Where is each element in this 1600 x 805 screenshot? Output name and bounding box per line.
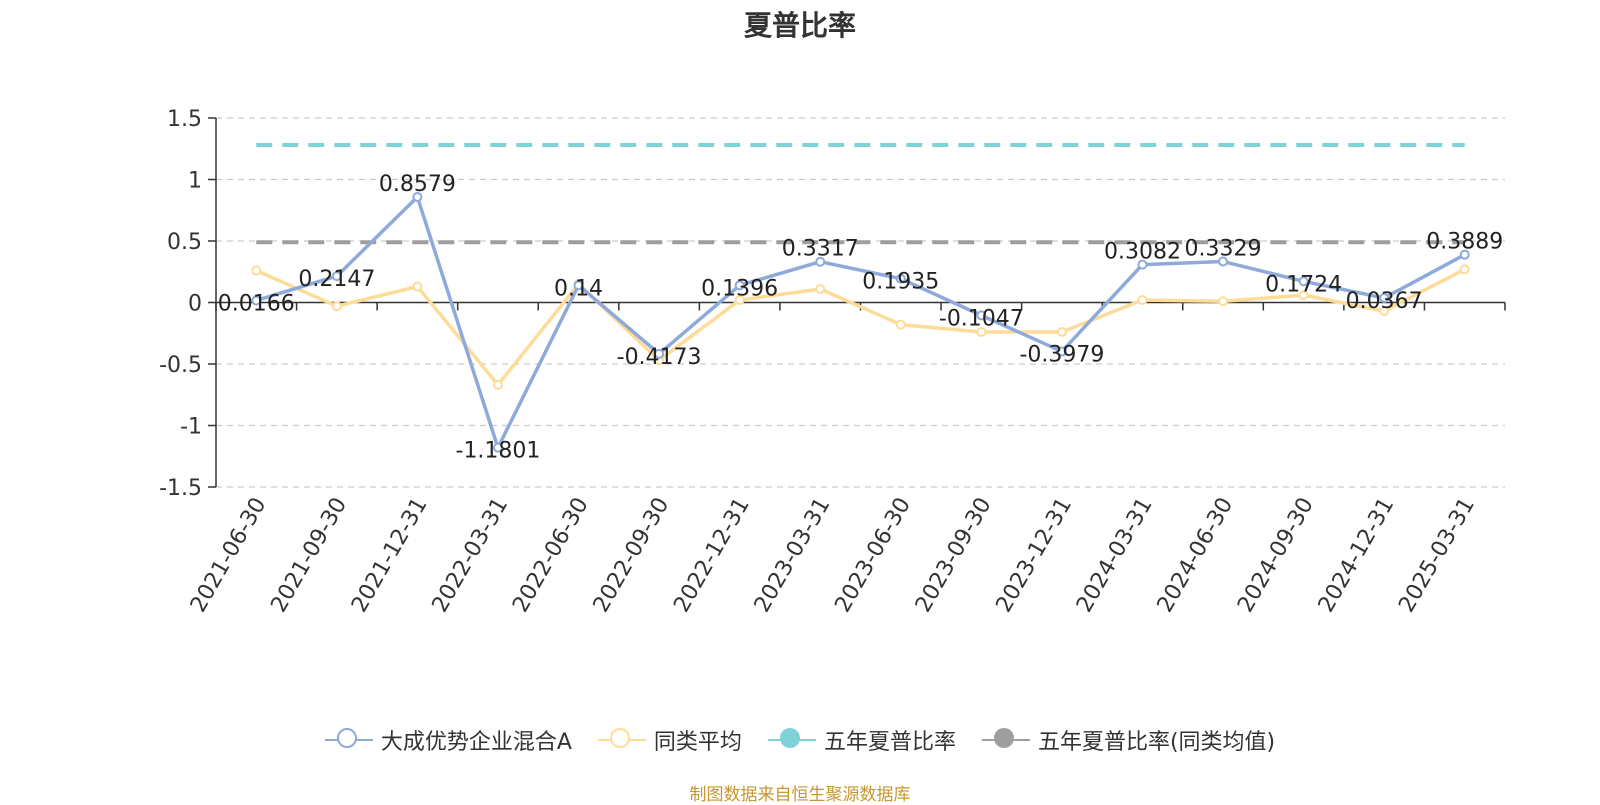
data-point (1056, 327, 1067, 338)
data-point (1459, 249, 1470, 260)
data-point (492, 379, 503, 390)
legend-label: 同类平均 (653, 730, 742, 755)
y-tick-label: -0.5 (159, 353, 202, 378)
x-tick-label: 2025-03-31 (1394, 494, 1480, 617)
data-label: 0.3889 (1426, 230, 1503, 255)
x-tick-label: 2024-09-30 (1233, 494, 1319, 617)
legend-peer-symbol-icon (597, 726, 646, 754)
data-point (1298, 276, 1309, 287)
data-label: -0.3979 (1019, 342, 1104, 367)
source-note: 制图数据来自恒生聚源数据库 (689, 785, 911, 805)
legend-item-five-year-sharpe[interactable]: 五年夏普比率 (767, 724, 956, 756)
data-point (895, 273, 906, 284)
x-tick-label: 2021-06-30 (186, 494, 272, 617)
data-point (1379, 306, 1390, 317)
y-tick-label: 0.5 (167, 230, 202, 255)
data-point (251, 295, 262, 306)
legend-label: 五年夏普比率 (823, 730, 956, 755)
data-label: 0.1396 (701, 276, 778, 301)
x-tick-label: 2024-06-30 (1153, 494, 1239, 617)
chart-title: 夏普比率 (743, 9, 856, 42)
data-label: -1.1801 (456, 439, 541, 464)
series-line (255, 267, 1466, 387)
legend-five-year-peer-symbol-icon (981, 726, 1030, 754)
data-point (654, 348, 665, 359)
legend-item-five-year-peer-sharpe[interactable]: 五年夏普比率(同类均值) (981, 724, 1276, 756)
data-point (734, 295, 745, 306)
data-point (1218, 256, 1229, 267)
data-label: 0.8579 (379, 172, 456, 197)
x-tick-label: 2023-06-30 (830, 494, 916, 617)
data-point (412, 281, 423, 292)
y-tick-label: 1 (188, 169, 202, 194)
x-tick-label: 2021-09-30 (266, 494, 352, 617)
x-tick-label: 2024-12-31 (1314, 494, 1400, 617)
data-point (1137, 295, 1148, 306)
x-tick-label: 2024-03-31 (1072, 494, 1158, 617)
legend-five-year-symbol-icon (767, 726, 816, 754)
y-tick-label: 0 (188, 292, 202, 317)
x-tick-label: 2023-12-31 (992, 494, 1078, 617)
data-point (1137, 259, 1148, 270)
y-tick-label: -1 (180, 415, 202, 440)
data-label: 0.1935 (862, 270, 939, 295)
data-point (331, 271, 342, 282)
data-point (1218, 296, 1229, 307)
data-point (976, 327, 987, 338)
data-point (251, 265, 262, 276)
data-point (331, 301, 342, 312)
legend-peer-circle (609, 728, 630, 748)
data-point (1459, 264, 1470, 275)
data-label: -0.4173 (617, 345, 702, 370)
series-line (255, 195, 1466, 450)
data-point (573, 280, 584, 291)
legend-five-year-peer-circle (993, 728, 1014, 748)
data-point (492, 442, 503, 453)
legend-item-fund[interactable]: 大成优势企业混合A (324, 724, 572, 756)
data-point (895, 319, 906, 330)
data-point (1298, 290, 1309, 301)
x-tick-label: 2022-09-30 (589, 494, 675, 617)
y-tick-label: -1.5 (159, 476, 202, 501)
data-label: 0.0166 (218, 291, 295, 316)
data-label: 0.0367 (1346, 289, 1423, 314)
x-tick-label: 2022-12-31 (669, 494, 755, 617)
data-point (815, 256, 826, 267)
legend-label: 五年夏普比率(同类均值) (1037, 730, 1276, 755)
data-point (815, 283, 826, 294)
data-label: 0.2147 (298, 267, 375, 292)
data-point (1379, 292, 1390, 303)
x-tick-label: 2023-03-31 (750, 494, 836, 617)
x-tick-label: 2023-09-30 (911, 494, 997, 617)
legend-fund-circle (336, 728, 357, 748)
data-label: -0.1047 (939, 306, 1024, 331)
data-point (734, 280, 745, 291)
data-point (412, 191, 423, 202)
data-point (976, 310, 987, 321)
legend-label: 大成优势企业混合A (380, 730, 572, 755)
data-label: 0.1724 (1265, 272, 1342, 297)
data-point (1056, 346, 1067, 357)
legend-item-peer-average[interactable]: 同类平均 (597, 724, 742, 756)
data-label: 0.3329 (1185, 237, 1262, 262)
legend-five-year-circle (779, 728, 800, 748)
x-tick-label: 2021-12-31 (347, 494, 433, 617)
legend-fund-symbol-icon (324, 726, 373, 754)
data-label: 0.3082 (1104, 240, 1181, 265)
x-tick-label: 2022-03-31 (428, 494, 514, 617)
data-label: 0.3317 (782, 237, 859, 262)
legend: 大成优势企业混合A 同类平均 五年夏普比率 五年夏普比率(同类均值) (0, 720, 1600, 760)
y-tick-label: 1.5 (167, 107, 202, 132)
x-tick-label: 2022-06-30 (508, 494, 594, 617)
data-label: 0.14 (554, 276, 603, 301)
